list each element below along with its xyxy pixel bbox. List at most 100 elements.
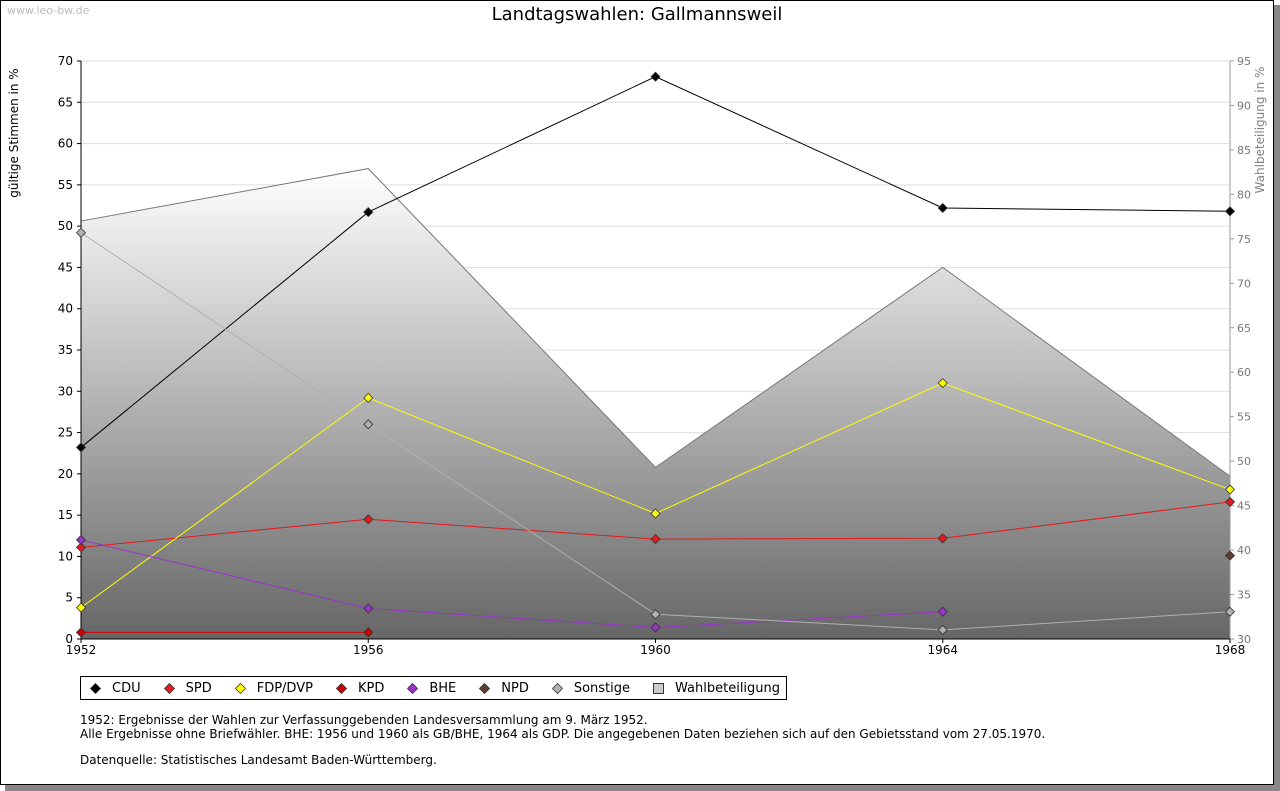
x-tick-label: 1968 [1215,643,1246,657]
series-line-bhe [80,539,943,628]
data-point-bhe [650,622,661,633]
data-point-cdu [1224,206,1236,217]
y2-tick-label: 40 [1237,544,1251,557]
legend-marker-icon [479,682,491,694]
y-tick-label: 5 [65,591,73,605]
x-tick-label: 1956 [353,643,384,657]
data-point-spd [363,514,374,525]
y2-tick-label: 30 [1237,633,1251,646]
legend-label: KPD [357,680,385,696]
data-source: Datenquelle: Statistisches Landesamt Bad… [80,753,437,767]
turnout-area-outline [80,168,1231,477]
watermark: www.leo-bw.de [7,4,90,17]
frame-shadow-right [1274,5,1280,791]
turnout-area-fill [81,168,1230,639]
y-tick-label: 30 [58,384,73,398]
y-tick-label: 65 [58,95,73,109]
data-point-npd [1224,550,1236,561]
legend-label: BHE [429,680,457,696]
legend-item-kpd: KPD [335,681,384,696]
data-point-fdp-dvp [1224,484,1236,495]
y-tick-label: 70 [58,54,73,68]
y2-tick-label: 50 [1237,455,1251,468]
y2-tick-label: 80 [1237,188,1251,201]
x-tick-label: 1952 [66,643,97,657]
y-tick-label: 60 [58,137,73,151]
y-tick-label: 15 [58,508,73,522]
y2-tick-label: 35 [1237,589,1251,602]
y-tick-label: 35 [58,343,73,357]
data-point-bhe [75,534,87,545]
legend-marker-icon [89,682,102,694]
y2-tick-label: 95 [1237,55,1251,68]
y-tick-label: 10 [58,549,73,563]
data-point-sonstige [937,624,948,635]
legend-item-npd: NPD [478,681,529,696]
data-point-cdu [75,442,87,453]
x-tick-label: 1964 [927,643,958,657]
y2-tick-label: 90 [1237,99,1251,112]
y-tick-label: 45 [58,260,73,274]
data-point-sonstige [650,609,661,620]
footnotes: 1952: Ergebnisse der Wahlen zur Verfassu… [80,713,1045,767]
legend-label: NPD [501,680,529,696]
data-point-cdu [937,202,948,214]
legend-label: CDU [112,680,141,696]
legend-marker-icon [653,682,665,694]
legend-marker-icon [234,682,246,694]
legend-item-fdp-dvp: FDP/DVP [234,681,313,696]
data-point-fdp-dvp [363,392,374,403]
data-point-spd [75,542,87,553]
y-tick-label: 20 [58,467,73,481]
legend-label: Sonstige [573,680,631,696]
legend-label: Wahlbeteiligung [675,680,781,696]
y-tick-label: 0 [65,632,73,646]
footnote-2: Alle Ergebnisse ohne Briefwähler. BHE: 1… [80,727,1046,741]
legend-item-cdu: CDU [89,681,141,696]
y2-tick-label: 65 [1237,322,1251,335]
legend-item-sonstige: Sonstige [551,681,630,696]
legend-marker-icon [551,682,563,694]
legend-label: SPD [185,680,212,696]
legend-item-wahlbeteiligung: Wahlbeteiligung [652,681,780,696]
data-point-spd [937,533,948,544]
legend-label: FDP/DVP [256,680,313,696]
y2-tick-label: 75 [1237,233,1251,246]
data-point-fdp-dvp [650,508,661,519]
data-point-fdp-dvp [937,377,948,389]
y2-tick-label: 60 [1237,366,1251,379]
legend: CDU SPD FDP/DVP KPD BHE NPD Sonstige Wahlbeteil… [80,676,788,700]
data-point-sonstige [363,419,374,430]
chart-title: Landtagswahlen: Gallmannsweil [491,4,783,25]
data-point-fdp-dvp [75,602,87,613]
y-tick-label: 55 [58,178,73,192]
legend-item-spd: SPD [163,681,212,696]
data-point-sonstige [75,227,87,238]
y-tick-label: 50 [58,219,73,233]
legend-marker-icon [335,682,348,694]
data-point-cdu [363,207,374,218]
footnote-1: 1952: Ergebnisse der Wahlen zur Verfassu… [80,713,648,727]
y-tick-label: 25 [58,426,73,440]
y2-tick-label: 45 [1237,500,1251,513]
data-point-bhe [937,606,948,617]
y2-tick-label: 70 [1237,277,1251,290]
y2-tick-label: 85 [1237,144,1251,157]
frame-shadow-bottom [5,785,1280,791]
data-point-bhe [363,603,374,614]
data-point-cdu [650,71,661,82]
y-tick-label: 40 [58,302,73,316]
series-points [75,71,1236,638]
legend-marker-icon [163,682,175,694]
legend-item-bhe: BHE [406,681,456,696]
legend-marker-icon [407,682,419,694]
axes: 0 5 10 15 20 25 30 35 40 45 50 55 60 65 70 30 35 40 45 50 55… [58,54,1251,657]
x-tick-label: 1960 [640,643,671,657]
y2-tick-label: 55 [1237,411,1251,424]
data-point-kpd [75,627,87,638]
data-point-spd [650,534,661,545]
data-point-spd [1224,496,1236,507]
turnout-area [80,168,1231,639]
data-point-kpd [363,627,374,638]
